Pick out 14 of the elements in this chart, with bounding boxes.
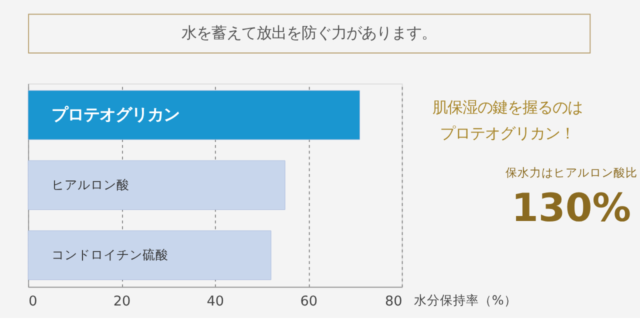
y-tick-label: ヒアルロン酸 [51, 177, 130, 192]
text: 肌保湿の鍵を握るのは [432, 98, 582, 117]
text: 保水力はヒアルロン酸比 [505, 165, 638, 180]
y-tick-label: コンドロイチン硫酸 [51, 247, 168, 262]
x-axis-title: 水分保持率（%） [414, 292, 517, 308]
x-tick-label: 40 [206, 294, 224, 310]
text: 130% [511, 186, 632, 231]
y-tick-label: プロテオグリカン [51, 104, 180, 124]
chart-title: 水を蓄えて放出を防ぐ力があります。 [181, 24, 436, 42]
x-tick-label: 20 [113, 294, 131, 310]
x-tick-label: 80 [385, 294, 402, 310]
x-tick-label: 60 [300, 294, 318, 310]
text: プロテオグリカン！ [440, 124, 575, 143]
x-tick-label: 0 [28, 294, 38, 310]
